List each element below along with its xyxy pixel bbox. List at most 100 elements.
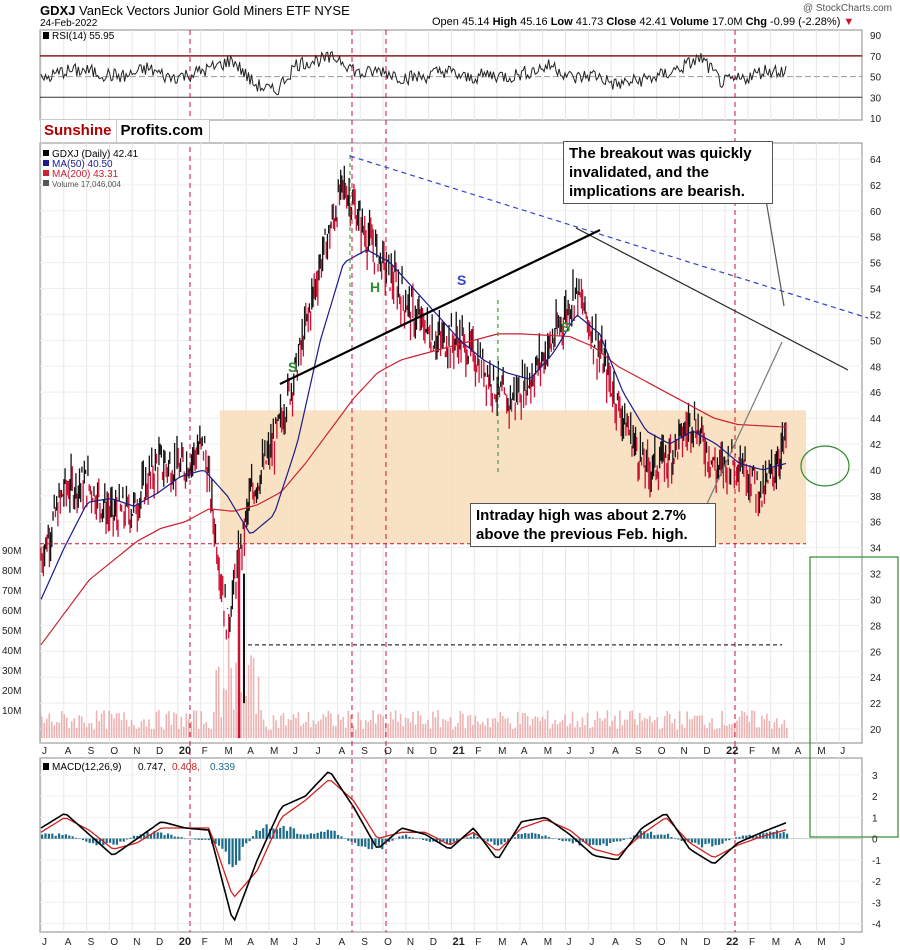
- macd-histogram-bar: [64, 834, 68, 839]
- macd-histogram-bar: [170, 834, 173, 839]
- x-tick-label: D: [430, 746, 437, 757]
- volume-bar: [115, 713, 118, 738]
- x-tick-label-bottom: M: [498, 937, 506, 948]
- quote-bar: Open 45.14 High 45.16 Low 41.73 Close 42…: [432, 16, 854, 28]
- volume-bar: [703, 724, 706, 738]
- volume-bar: [721, 711, 723, 738]
- volume-bar: [494, 718, 497, 738]
- copyright: @ StockCharts.com: [802, 3, 892, 14]
- x-tick-label: M: [772, 746, 780, 757]
- volume-bar: [629, 711, 631, 738]
- macd-histogram-bar: [411, 837, 414, 839]
- macd-histogram-bar: [313, 833, 316, 839]
- open-value: 45.14: [461, 16, 490, 28]
- macd-histogram-bar: [595, 838, 598, 846]
- macd-histogram-bar: [316, 832, 319, 839]
- macd-histogram-bar: [296, 833, 299, 839]
- volume-bar: [708, 722, 711, 738]
- volume-bar: [190, 721, 193, 738]
- x-tick-label-bottom: M: [817, 937, 825, 948]
- volume-tick-label: 50M: [2, 626, 21, 637]
- macd-histogram-bar: [677, 838, 680, 840]
- volume-bar: [726, 725, 728, 738]
- volume-bar: [404, 717, 407, 738]
- volume-bar: [372, 710, 374, 738]
- macd-histogram-bar: [697, 838, 700, 845]
- volume-bar: [678, 711, 681, 738]
- macd-line: [40, 771, 787, 922]
- macd-histogram-bar: [401, 835, 404, 839]
- volume-bar: [247, 664, 250, 738]
- macd-histogram-bar: [166, 833, 170, 839]
- volume-bar: [130, 719, 133, 738]
- volume-bar: [648, 716, 651, 738]
- x-tick-label-bottom: D: [430, 937, 437, 948]
- macd-histogram-bar: [452, 838, 455, 842]
- brand-logo: Sunshine Profits.com: [40, 119, 211, 143]
- volume-bar: [103, 710, 105, 738]
- volume-bar: [519, 724, 521, 738]
- x-tick-label-bottom: S: [361, 937, 368, 948]
- price-tick-label: 30: [870, 595, 882, 606]
- volume-bar: [63, 714, 66, 738]
- macd-tick-label: -4: [872, 920, 881, 931]
- macd-histogram-bar: [340, 836, 343, 839]
- volume-bar: [277, 727, 280, 738]
- x-tick-label-bottom: J: [316, 937, 321, 948]
- macd-histogram-bar: [734, 837, 738, 839]
- macd-histogram-bar: [404, 834, 408, 839]
- macd-histogram-bar: [132, 835, 136, 839]
- volume-bar: [282, 713, 285, 738]
- volume-bar: [65, 717, 68, 738]
- macd-tick-label: -1: [872, 856, 881, 867]
- volume-bar: [85, 727, 88, 738]
- volume-bar: [78, 715, 80, 738]
- macd-histogram-bar: [513, 837, 517, 839]
- volume-bar: [245, 695, 247, 738]
- volume-bar: [701, 715, 703, 738]
- volume-bar: [751, 710, 753, 738]
- volume-bar: [753, 710, 756, 738]
- macd-histogram-bar: [360, 838, 363, 847]
- macd-histogram-bar: [670, 837, 673, 839]
- volume-bar: [447, 721, 449, 738]
- volume-tick-label: 40M: [2, 646, 21, 657]
- volume-bar: [113, 718, 115, 738]
- volume-bar: [496, 722, 499, 738]
- green-target-box: [809, 556, 899, 838]
- macd-histogram-bar: [775, 830, 778, 839]
- macd-histogram-bar: [564, 838, 568, 841]
- volume-bar: [178, 728, 180, 738]
- macd-histogram-bar: [741, 835, 744, 839]
- ma200-line: [40, 333, 787, 646]
- volume-bar: [327, 710, 330, 738]
- volume-bar: [706, 728, 708, 738]
- volume-bar: [280, 715, 282, 738]
- x-tick-label: A: [247, 746, 254, 757]
- price-tick-label: 64: [870, 155, 882, 166]
- price-tick-label: 52: [870, 310, 882, 321]
- volume-bar: [158, 710, 160, 738]
- volume-bar: [200, 711, 203, 738]
- volume-bar: [489, 727, 492, 738]
- volume-bar: [638, 713, 641, 738]
- macd-legend-item: 0.339: [210, 762, 235, 773]
- macd-histogram-bar: [143, 834, 146, 839]
- x-tick-label: F: [475, 746, 481, 757]
- price-tick-label: 22: [870, 699, 882, 710]
- volume-bar: [444, 719, 447, 738]
- macd-histogram-bar: [190, 838, 193, 840]
- volume-bar: [541, 716, 544, 738]
- macd-histogram-bar: [234, 838, 238, 865]
- macd-signal-line: [40, 779, 787, 898]
- volume-bar: [474, 715, 477, 738]
- rsi-tick-label: 70: [870, 52, 882, 63]
- volume-bar: [766, 713, 768, 738]
- macd-histogram-bar: [772, 831, 775, 839]
- rsi-tick-label: 10: [870, 114, 882, 125]
- volume-bar: [215, 670, 218, 738]
- macd-histogram-bar: [493, 838, 496, 845]
- volume-bar: [454, 726, 457, 738]
- macd-histogram-bar: [445, 838, 449, 844]
- volume-bar: [658, 729, 661, 738]
